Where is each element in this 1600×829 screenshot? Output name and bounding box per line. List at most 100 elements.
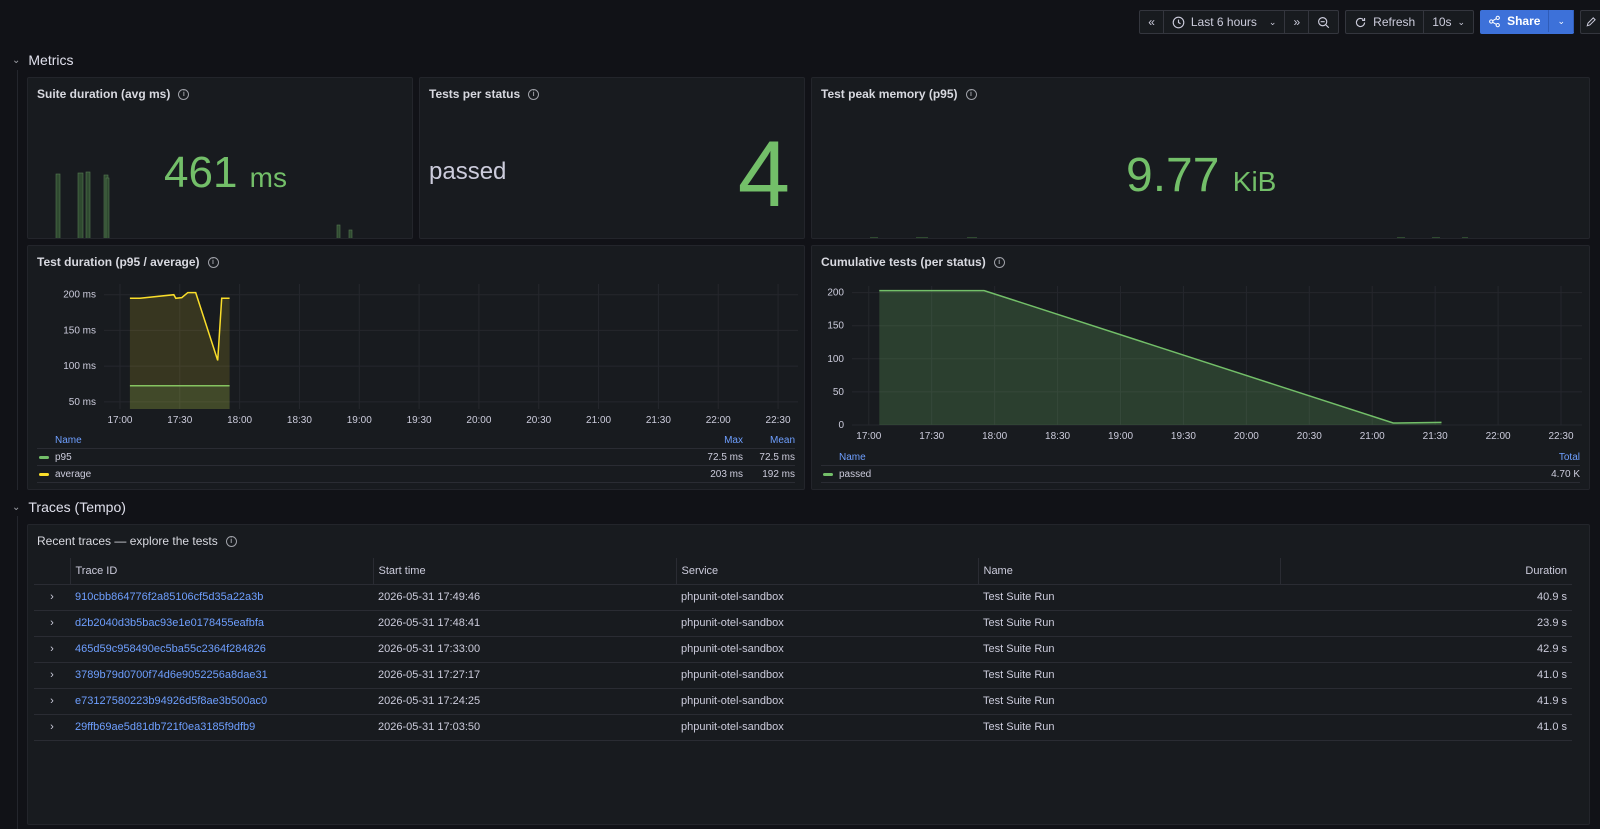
panel-test-duration[interactable]: Test duration (p95 / average) i 50 ms 100…	[27, 245, 805, 490]
info-icon[interactable]: i	[225, 535, 237, 547]
row-expand-button[interactable]: ›	[34, 662, 70, 689]
panel-cumulative-tests[interactable]: Cumulative tests (per status) i 0 50 100 15…	[811, 245, 1590, 490]
trace-id-link[interactable]: d2b2040d3b5bac93e1e0178455eafbfa	[70, 610, 373, 637]
row-guide-line	[17, 516, 18, 829]
x-tick-label: 17:00	[107, 415, 132, 426]
trace-service: phpunit-otel-sandbox	[676, 714, 978, 741]
share-button-group: Share ⌄	[1480, 10, 1574, 34]
zoom-out-icon	[1318, 16, 1330, 28]
legend-row-p95[interactable]: p95 72.5 ms 72.5 ms	[37, 449, 795, 466]
info-icon[interactable]: i	[993, 256, 1005, 268]
legend-series-name: passed	[839, 468, 872, 480]
trace-start-time: 2026-05-31 17:03:50	[373, 714, 676, 741]
legend-col-name[interactable]: Name	[55, 435, 82, 446]
timeseries-chart: 50 ms 100 ms 150 ms 200 ms 17:00 17:30 18:00 18…	[63, 284, 798, 426]
panel-title: Tests per status	[429, 87, 521, 101]
refresh-interval-picker[interactable]: 10s ⌄	[1424, 11, 1473, 33]
legend-col-name[interactable]: Name	[839, 452, 866, 463]
row-expand-button[interactable]: ›	[34, 688, 70, 715]
x-tick-label: 18:30	[1045, 431, 1070, 442]
panel-recent-traces[interactable]: Recent traces — explore the tests i Trac…	[27, 524, 1590, 825]
row-metrics-header[interactable]: ⌄ Metrics	[12, 52, 74, 68]
trace-start-time: 2026-05-31 17:48:41	[373, 610, 676, 637]
row-expand-button[interactable]: ›	[34, 610, 70, 637]
row-expand-button[interactable]: ›	[34, 584, 70, 611]
info-icon[interactable]: i	[178, 88, 190, 100]
edit-button[interactable]	[1580, 10, 1600, 34]
y-tick-label: 50	[833, 387, 845, 398]
zoom-out-button[interactable]	[1309, 11, 1338, 33]
share-button[interactable]: Share	[1480, 10, 1550, 32]
series-area-p95	[129, 385, 230, 409]
x-tick-label: 19:30	[1171, 431, 1196, 442]
sparkline	[870, 237, 1468, 238]
row-expand-button[interactable]: ›	[34, 636, 70, 663]
legend-col-mean[interactable]: Mean	[769, 435, 795, 446]
row-expand-button[interactable]: ›	[34, 714, 70, 741]
x-tick-label: 19:00	[347, 415, 372, 426]
table-row[interactable]: › 465d59c958490ec5ba55c2364f284826 2026-05…	[34, 636, 1572, 663]
panel-title: Test peak memory (p95)	[821, 87, 958, 101]
trace-start-time: 2026-05-31 17:33:00	[373, 636, 676, 663]
trace-id-link[interactable]: 465d59c958490ec5ba55c2364f284826	[70, 636, 373, 663]
row-traces-header[interactable]: ⌄ Traces (Tempo)	[12, 499, 126, 515]
series-line-passed	[879, 289, 1442, 424]
x-tick-label: 20:00	[1234, 431, 1259, 442]
info-icon[interactable]: i	[965, 88, 977, 100]
trace-name: Test Suite Run	[978, 636, 1280, 663]
legend-col-max[interactable]: Max	[724, 435, 743, 446]
trace-duration: 23.9 s	[1280, 610, 1572, 637]
legend-row-passed[interactable]: passed 4.70 K	[821, 466, 1580, 483]
trace-id-link[interactable]: 3789b79d0700f74d6e9052256a8dae31	[70, 662, 373, 689]
x-tick-label: 22:30	[766, 415, 791, 426]
legend-row-average[interactable]: average 203 ms 192 ms	[37, 466, 795, 483]
dashboard-toolbar: « Last 6 hours ⌄ » Refresh 10s ⌄ Share ⌄	[1139, 10, 1600, 34]
x-tick-label: 17:00	[856, 431, 881, 442]
column-header-start-time[interactable]: Start time	[372, 558, 676, 585]
legend-max: 203 ms	[710, 468, 743, 480]
trace-name: Test Suite Run	[978, 610, 1280, 637]
column-header-service[interactable]: Service	[675, 558, 978, 585]
panel-tests-per-status[interactable]: Tests per status i passed 4	[419, 77, 805, 239]
share-icon	[1489, 15, 1500, 27]
trace-name: Test Suite Run	[978, 714, 1280, 741]
series-swatch	[39, 455, 49, 459]
refresh-button[interactable]: Refresh	[1346, 11, 1425, 33]
time-shift-back-button[interactable]: «	[1140, 11, 1164, 33]
info-icon[interactable]: i	[528, 88, 540, 100]
x-tick-label: 18:00	[982, 431, 1007, 442]
panel-header: Recent traces — explore the tests i	[37, 534, 237, 548]
panel-header: Test peak memory (p95) i	[821, 87, 977, 101]
trace-service: phpunit-otel-sandbox	[676, 584, 978, 611]
chevron-right-icon: ›	[50, 669, 54, 681]
traces-table: Trace ID Start time Service Name Duratio…	[34, 558, 1572, 741]
panel-suite-duration[interactable]: Suite duration (avg ms) i 461 ms	[27, 77, 413, 239]
trace-id-link[interactable]: 29ffb69ae5d81db721f0ea3185f9dfb9	[70, 714, 373, 741]
x-tick-label: 20:30	[526, 415, 551, 426]
chevron-down-icon: ⌄	[1268, 16, 1277, 27]
share-menu-button[interactable]: ⌄	[1549, 10, 1574, 32]
column-header-duration[interactable]: Duration	[1279, 558, 1572, 585]
legend-col-total[interactable]: Total	[1558, 452, 1580, 463]
legend-series-name: average	[55, 468, 92, 480]
trace-id-link[interactable]: 910cbb864776f2a85106cf5d35a22a3b	[70, 584, 373, 611]
trace-id-link[interactable]: e73127580223b94926d5f8ae3b500ac0	[70, 688, 373, 715]
column-header-name[interactable]: Name	[977, 558, 1280, 585]
time-range-picker[interactable]: Last 6 hours ⌄	[1164, 11, 1286, 33]
trace-start-time: 2026-05-31 17:49:46	[373, 584, 676, 611]
panel-title: Cumulative tests (per status)	[821, 255, 986, 269]
time-shift-forward-button[interactable]: »	[1285, 11, 1310, 33]
info-icon[interactable]: i	[207, 256, 219, 268]
double-chevron-left-icon: «	[1148, 15, 1155, 29]
x-tick-label: 19:00	[1108, 431, 1133, 442]
pencil-icon	[1586, 17, 1596, 27]
table-row[interactable]: › d2b2040d3b5bac93e1e0178455eafbfa 2026-05…	[34, 610, 1572, 637]
table-row[interactable]: › 910cbb864776f2a85106cf5d35a22a3b 2026-05…	[34, 584, 1572, 611]
trace-name: Test Suite Run	[978, 688, 1280, 715]
table-row[interactable]: › e73127580223b94926d5f8ae3b500ac0 2026-05…	[34, 688, 1572, 715]
column-header-trace-id[interactable]: Trace ID	[69, 558, 373, 585]
table-row[interactable]: › 3789b79d0700f74d6e9052256a8dae31 2026-05…	[34, 662, 1572, 689]
panel-title: Test duration (p95 / average)	[37, 255, 200, 269]
panel-peak-memory[interactable]: Test peak memory (p95) i 9.77 KiB	[811, 77, 1590, 239]
table-row[interactable]: › 29ffb69ae5d81db721f0ea3185f9dfb9 2026-05…	[34, 714, 1572, 741]
